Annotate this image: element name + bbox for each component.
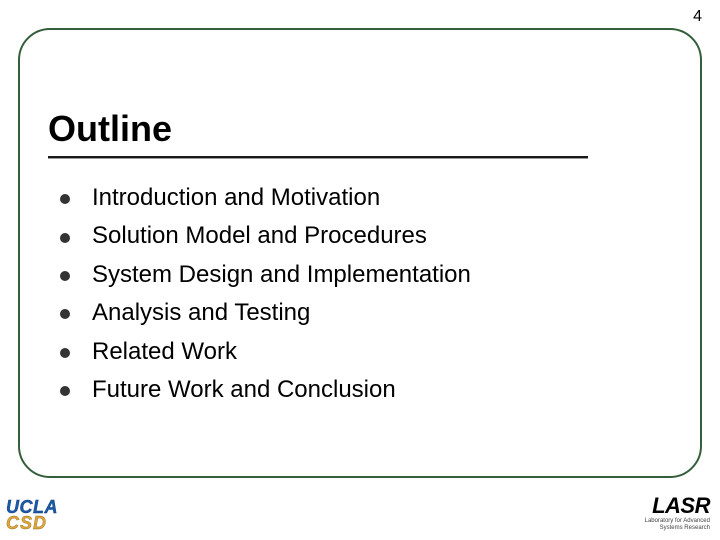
logo-left: UCLA CSD bbox=[6, 498, 58, 532]
bullet-list: Introduction and Motivation Solution Mod… bbox=[60, 182, 640, 412]
logo-subtitle: Laboratory for Advanced bbox=[645, 518, 710, 525]
slide-title: Outline bbox=[48, 108, 172, 150]
bullet-text: Solution Model and Procedures bbox=[92, 220, 427, 252]
bullet-icon bbox=[60, 386, 70, 396]
logo-lasr: LASR bbox=[645, 495, 710, 517]
bullet-text: Introduction and Motivation bbox=[92, 182, 380, 214]
list-item: Solution Model and Procedures bbox=[60, 220, 640, 252]
logo-right: LASR Laboratory for Advanced Systems Res… bbox=[645, 495, 710, 532]
title-underline bbox=[48, 156, 588, 159]
list-item: System Design and Implementation bbox=[60, 259, 640, 291]
page-number: 4 bbox=[693, 8, 702, 26]
bullet-icon bbox=[60, 233, 70, 243]
list-item: Analysis and Testing bbox=[60, 297, 640, 329]
bullet-text: Future Work and Conclusion bbox=[92, 374, 396, 406]
bullet-text: System Design and Implementation bbox=[92, 259, 471, 291]
bullet-text: Related Work bbox=[92, 336, 237, 368]
bullet-icon bbox=[60, 194, 70, 204]
logo-subtitle: Systems Research bbox=[645, 525, 710, 532]
list-item: Future Work and Conclusion bbox=[60, 374, 640, 406]
bullet-icon bbox=[60, 271, 70, 281]
bullet-icon bbox=[60, 348, 70, 358]
list-item: Related Work bbox=[60, 336, 640, 368]
list-item: Introduction and Motivation bbox=[60, 182, 640, 214]
bullet-text: Analysis and Testing bbox=[92, 297, 310, 329]
bullet-icon bbox=[60, 309, 70, 319]
